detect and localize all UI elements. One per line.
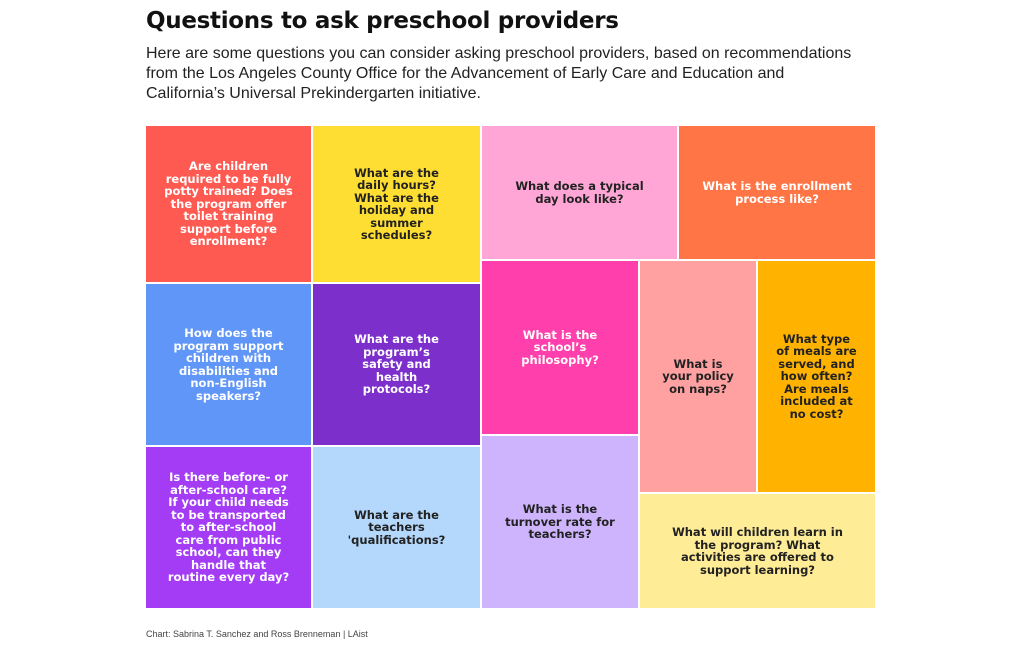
treemap-tile-label: What is your policy on naps? [662, 356, 734, 396]
treemap-tile: What type of meals are served, and how o… [757, 260, 876, 493]
treemap-tile: What is the turnover rate for teachers? [481, 435, 639, 609]
treemap-tile-label: Is there before- or after-school care? I… [167, 470, 290, 585]
treemap-tile-label: What are the daily hours? What are the h… [354, 165, 439, 242]
treemap-tile-label: What is the turnover rate for teachers? [505, 502, 615, 542]
chart-title: Questions to ask preschool providers [146, 8, 619, 34]
treemap-tile-label: What is the enrollment process like? [702, 179, 852, 206]
treemap-tile: What are the teachers 'qualifications? [312, 446, 481, 609]
treemap-tile-label: What does a typical day look like? [515, 179, 644, 206]
treemap-tile-label: What is the school’s philosophy? [521, 327, 599, 367]
treemap-tile: What are the program’s safety and health… [312, 283, 481, 446]
treemap-tile: Are children required to be fully potty … [145, 125, 312, 283]
treemap-tile-label: Are children required to be fully potty … [164, 159, 293, 249]
treemap-tile: What will children learn in the program?… [639, 493, 876, 609]
treemap-tile-label: What are the teachers 'qualifications? [347, 507, 446, 547]
treemap-tile-label: What are the program’s safety and health… [354, 332, 439, 397]
treemap: Are children required to be fully potty … [145, 125, 876, 609]
treemap-tile: What is the enrollment process like? [678, 125, 876, 260]
treemap-tile-label: What will children learn in the program?… [672, 525, 843, 577]
chart-source-credit: Chart: Sabrina T. Sanchez and Ross Brenn… [146, 629, 368, 639]
treemap-tile-label: How does the program support children wi… [173, 326, 284, 403]
treemap-tile: What does a typical day look like? [481, 125, 678, 260]
treemap-tile: What is your policy on naps? [639, 260, 757, 493]
chart-subtitle: Here are some questions you can consider… [146, 45, 852, 102]
treemap-tile: How does the program support children wi… [145, 283, 312, 446]
treemap-tile: What are the daily hours? What are the h… [312, 125, 481, 283]
treemap-tile: Is there before- or after-school care? I… [145, 446, 312, 609]
treemap-tile: What is the school’s philosophy? [481, 260, 639, 435]
treemap-tile-label: What type of meals are served, and how o… [776, 331, 857, 421]
